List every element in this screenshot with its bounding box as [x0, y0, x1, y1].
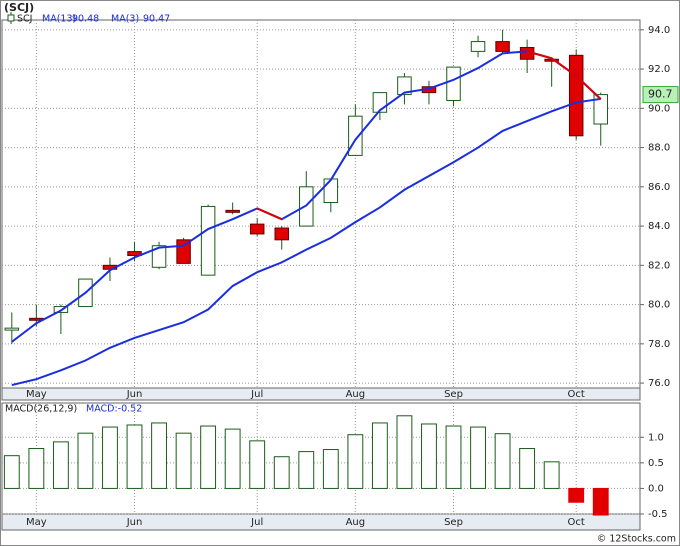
- macd-bar: [249, 440, 266, 489]
- y-tick-label: -0.5: [648, 509, 668, 520]
- macd-bar: [298, 451, 315, 489]
- x-tick-label: Oct: [568, 389, 585, 400]
- y-tick-label: 1.0: [648, 432, 664, 443]
- y-tick-label: 0.0: [648, 483, 664, 494]
- y-tick-label: 0.5: [648, 458, 664, 469]
- candle-body: [348, 115, 363, 156]
- x-tick-label: Jun: [126, 389, 143, 400]
- month-band: [1, 387, 641, 401]
- legend-value: 90.47: [143, 14, 170, 25]
- x-tick-label: Aug: [346, 389, 366, 400]
- macd-bar: [568, 487, 585, 503]
- macd-bar: [445, 425, 462, 489]
- candle-body: [249, 223, 265, 235]
- last-price-label: 90.7: [648, 88, 673, 101]
- candle-body: [568, 54, 584, 137]
- macd-bar: [543, 461, 560, 489]
- x-tick-label: Jun: [126, 517, 143, 528]
- macd-bar: [371, 422, 388, 489]
- y-tick-label: 88.0: [648, 143, 670, 154]
- y-tick-label: 90.0: [648, 103, 670, 114]
- x-tick-label: Sep: [444, 389, 463, 400]
- y-tick-label: 80.0: [648, 300, 670, 311]
- month-band: [1, 513, 641, 531]
- legend-label: MA(13): [42, 14, 76, 25]
- ma-down-segment: [256, 207, 283, 221]
- macd-bar: [592, 487, 609, 516]
- legend-label: SCJ: [17, 14, 32, 25]
- ma-down-segment: [526, 50, 552, 60]
- price-panel: [1, 19, 641, 389]
- ma-line: [11, 97, 601, 387]
- y-tick-label: 86.0: [648, 182, 670, 193]
- candle-body: [200, 205, 216, 276]
- x-tick-label: Jul: [250, 517, 263, 528]
- macd-bar: [175, 432, 192, 489]
- x-tick-label: Oct: [568, 517, 585, 528]
- ma-down-segment: [575, 75, 602, 100]
- macd-bar: [28, 448, 45, 489]
- macd-label: MACD(26,12,9): [5, 404, 77, 415]
- x-tick-label: Aug: [346, 517, 366, 528]
- y-tick-label: 94.0: [648, 25, 670, 36]
- candle-body: [225, 209, 240, 213]
- macd-panel: [1, 402, 641, 515]
- macd-bar: [273, 456, 290, 489]
- macd-bar: [224, 428, 241, 489]
- macd-value: MACD:-0.52: [86, 404, 142, 415]
- last-price-box: [642, 86, 679, 104]
- macd-bar: [52, 441, 69, 489]
- x-tick-label: Jul: [250, 389, 263, 400]
- macd-bar: [3, 455, 20, 489]
- macd-bar: [102, 426, 118, 489]
- candle-body: [446, 66, 461, 101]
- candle-body: [151, 245, 167, 268]
- ma-down-segment: [551, 57, 577, 77]
- footer: © 12Stocks.com: [597, 534, 676, 545]
- macd-bar: [200, 425, 217, 489]
- y-tick-label: 76.0: [648, 378, 670, 389]
- chart-title: (SCJ): [4, 1, 34, 14]
- macd-bar: [494, 433, 511, 489]
- legend-value: 90.48: [72, 14, 99, 25]
- candle-body: [323, 178, 339, 204]
- candle-body: [495, 41, 510, 52]
- macd-bar: [396, 415, 413, 489]
- x-tick-label: May: [26, 389, 47, 400]
- macd-bar: [470, 426, 486, 489]
- macd-bar: [347, 434, 364, 489]
- candle-body: [274, 227, 289, 241]
- legend-label: MA(3): [111, 14, 139, 25]
- x-tick-label: May: [26, 517, 47, 528]
- y-tick-label: 84.0: [648, 221, 670, 232]
- candle-body: [127, 251, 142, 257]
- ma-line: [11, 50, 602, 343]
- legend-icon: [7, 14, 15, 22]
- candle-body: [470, 41, 486, 52]
- x-tick-label: Sep: [444, 517, 463, 528]
- y-tick-label: 82.0: [648, 260, 670, 271]
- y-tick-label: 92.0: [648, 64, 670, 75]
- candle-body: [4, 327, 20, 331]
- macd-bar: [421, 423, 437, 489]
- macd-bar: [519, 448, 536, 489]
- macd-bar: [322, 449, 339, 489]
- macd-bar: [151, 422, 167, 489]
- candle-body: [593, 94, 608, 125]
- macd-bar: [126, 424, 143, 489]
- macd-bar: [77, 432, 94, 489]
- candle-body: [397, 76, 412, 96]
- y-tick-label: 78.0: [648, 339, 670, 350]
